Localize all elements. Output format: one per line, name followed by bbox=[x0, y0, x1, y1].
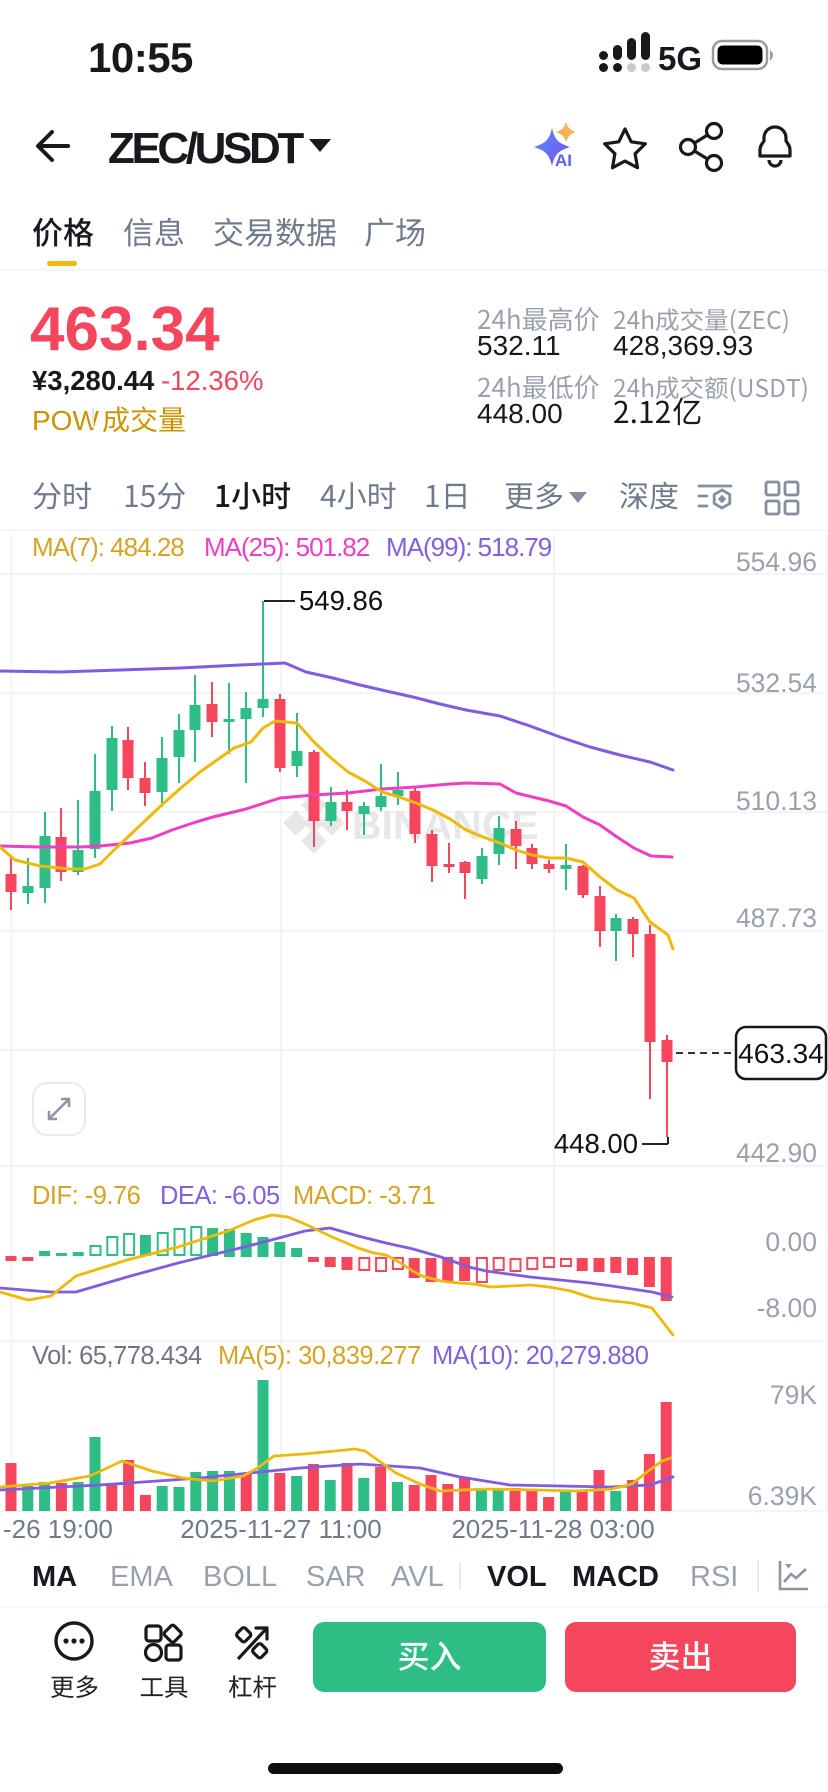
svg-text:ZEC/USDT: ZEC/USDT bbox=[108, 124, 304, 173]
svg-text:MA(25): 501.82: MA(25): 501.82 bbox=[204, 532, 370, 562]
svg-text:463.34: 463.34 bbox=[30, 295, 220, 364]
svg-text:79K: 79K bbox=[770, 1380, 817, 1410]
svg-text:554.96: 554.96 bbox=[736, 547, 817, 577]
svg-text:MA(7): 484.28: MA(7): 484.28 bbox=[32, 532, 184, 562]
svg-text:463.34: 463.34 bbox=[738, 1038, 824, 1069]
svg-text:-26 19:00: -26 19:00 bbox=[3, 1514, 113, 1544]
svg-text:MA(99): 518.79: MA(99): 518.79 bbox=[386, 532, 552, 562]
svg-text:510.13: 510.13 bbox=[736, 786, 817, 816]
svg-text:BINANCE: BINANCE bbox=[352, 802, 539, 848]
svg-text:10:55: 10:55 bbox=[88, 34, 193, 81]
svg-text:SAR: SAR bbox=[306, 1561, 366, 1593]
svg-text:POW: POW bbox=[32, 405, 99, 436]
svg-text:MA: MA bbox=[32, 1561, 77, 1593]
svg-text:448.00: 448.00 bbox=[554, 1128, 638, 1159]
svg-text:532.54: 532.54 bbox=[736, 668, 817, 698]
svg-text:MACD: MACD bbox=[572, 1561, 659, 1593]
svg-text:BOLL: BOLL bbox=[203, 1561, 277, 1593]
svg-text:VOL: VOL bbox=[487, 1561, 547, 1593]
svg-text:DIF: -9.76: DIF: -9.76 bbox=[32, 1182, 141, 1210]
svg-text:428,369.93: 428,369.93 bbox=[613, 330, 753, 361]
svg-text:MACD: -3.71: MACD: -3.71 bbox=[293, 1182, 435, 1210]
svg-text:-12.36%: -12.36% bbox=[161, 365, 263, 396]
svg-text:487.73: 487.73 bbox=[736, 903, 817, 933]
svg-text:5G: 5G bbox=[658, 40, 702, 77]
svg-text:Vol: 65,778.434: Vol: 65,778.434 bbox=[32, 1342, 202, 1370]
svg-text:MA(5): 30,839.277: MA(5): 30,839.277 bbox=[218, 1342, 421, 1370]
svg-text:AI: AI bbox=[555, 151, 572, 170]
svg-text:-8.00: -8.00 bbox=[757, 1293, 817, 1323]
svg-text:DEA: -6.05: DEA: -6.05 bbox=[160, 1182, 280, 1210]
svg-text:549.86: 549.86 bbox=[299, 585, 383, 616]
svg-text:RSI: RSI bbox=[690, 1561, 738, 1593]
svg-text:0.00: 0.00 bbox=[765, 1227, 817, 1257]
svg-text:532.11: 532.11 bbox=[477, 330, 561, 361]
svg-text:442.90: 442.90 bbox=[736, 1138, 817, 1168]
svg-text:2025-11-27 11:00: 2025-11-27 11:00 bbox=[180, 1514, 381, 1544]
svg-text:AVL: AVL bbox=[391, 1561, 444, 1593]
svg-text:¥3,280.44: ¥3,280.44 bbox=[32, 365, 155, 396]
svg-text:MA(10): 20,279.880: MA(10): 20,279.880 bbox=[432, 1342, 649, 1370]
svg-text:448.00: 448.00 bbox=[477, 398, 563, 429]
svg-text:6.39K: 6.39K bbox=[748, 1481, 818, 1511]
svg-text:EMA: EMA bbox=[110, 1561, 174, 1593]
svg-text:2025-11-28 03:00: 2025-11-28 03:00 bbox=[451, 1514, 654, 1544]
